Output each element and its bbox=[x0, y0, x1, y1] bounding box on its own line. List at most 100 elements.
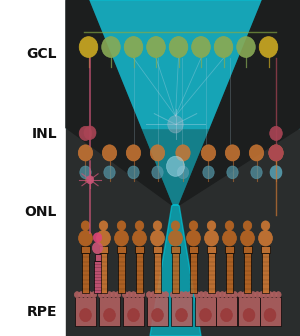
Circle shape bbox=[122, 292, 128, 298]
Circle shape bbox=[192, 37, 210, 57]
Circle shape bbox=[117, 221, 126, 230]
Circle shape bbox=[83, 292, 88, 298]
Circle shape bbox=[214, 37, 233, 57]
Circle shape bbox=[270, 166, 282, 179]
Circle shape bbox=[187, 292, 193, 298]
Circle shape bbox=[220, 292, 225, 298]
Circle shape bbox=[192, 37, 210, 57]
Circle shape bbox=[128, 166, 139, 179]
Circle shape bbox=[207, 292, 212, 298]
Circle shape bbox=[249, 145, 264, 161]
Circle shape bbox=[128, 308, 140, 322]
Circle shape bbox=[159, 292, 164, 298]
Circle shape bbox=[179, 292, 184, 298]
Circle shape bbox=[259, 37, 278, 57]
Circle shape bbox=[263, 292, 268, 298]
Circle shape bbox=[146, 292, 152, 298]
Circle shape bbox=[81, 221, 90, 230]
Circle shape bbox=[259, 292, 264, 298]
Circle shape bbox=[155, 292, 160, 298]
Circle shape bbox=[97, 230, 110, 246]
Circle shape bbox=[167, 156, 184, 176]
Circle shape bbox=[199, 292, 204, 298]
Circle shape bbox=[151, 230, 164, 246]
Circle shape bbox=[270, 166, 282, 179]
Bar bbox=[94, 261, 101, 293]
Circle shape bbox=[189, 221, 198, 230]
Circle shape bbox=[102, 37, 120, 57]
Bar bbox=[207, 246, 216, 253]
Circle shape bbox=[133, 230, 146, 246]
Circle shape bbox=[152, 166, 163, 179]
Circle shape bbox=[225, 145, 240, 161]
Bar bbox=[190, 253, 197, 293]
Circle shape bbox=[78, 145, 93, 161]
Text: INL: INL bbox=[32, 127, 57, 141]
Text: GCL: GCL bbox=[26, 47, 57, 61]
Circle shape bbox=[175, 292, 180, 298]
Circle shape bbox=[124, 37, 143, 57]
Bar bbox=[244, 253, 251, 293]
Bar bbox=[94, 254, 100, 261]
Bar bbox=[136, 253, 143, 293]
Bar bbox=[262, 253, 269, 293]
Circle shape bbox=[86, 176, 94, 184]
Circle shape bbox=[242, 292, 248, 298]
Circle shape bbox=[243, 221, 252, 230]
Circle shape bbox=[227, 166, 238, 179]
Circle shape bbox=[259, 230, 272, 246]
Bar bbox=[171, 246, 180, 253]
Circle shape bbox=[91, 292, 97, 298]
Circle shape bbox=[269, 145, 283, 161]
Circle shape bbox=[203, 166, 214, 179]
Circle shape bbox=[177, 166, 189, 179]
Polygon shape bbox=[150, 205, 201, 336]
Bar bbox=[66, 0, 300, 128]
Polygon shape bbox=[179, 0, 300, 205]
Circle shape bbox=[224, 292, 229, 298]
Bar bbox=[238, 297, 260, 326]
Circle shape bbox=[150, 145, 165, 161]
Bar bbox=[208, 253, 215, 293]
Bar bbox=[82, 253, 89, 293]
Circle shape bbox=[194, 292, 200, 298]
Circle shape bbox=[171, 221, 180, 230]
Bar bbox=[66, 0, 300, 336]
Circle shape bbox=[228, 292, 233, 298]
Circle shape bbox=[127, 292, 132, 298]
Circle shape bbox=[276, 292, 281, 298]
Circle shape bbox=[232, 292, 238, 298]
Bar bbox=[189, 246, 198, 253]
Circle shape bbox=[93, 233, 102, 242]
Circle shape bbox=[131, 292, 136, 298]
Circle shape bbox=[215, 292, 221, 298]
Circle shape bbox=[251, 166, 262, 179]
Circle shape bbox=[124, 37, 143, 57]
Bar bbox=[117, 246, 126, 253]
Circle shape bbox=[79, 126, 92, 140]
Circle shape bbox=[237, 37, 255, 57]
Circle shape bbox=[243, 308, 255, 322]
Circle shape bbox=[203, 292, 208, 298]
Circle shape bbox=[267, 292, 273, 298]
Circle shape bbox=[147, 37, 165, 57]
Circle shape bbox=[214, 37, 233, 57]
Bar bbox=[100, 253, 107, 293]
Circle shape bbox=[200, 308, 211, 322]
Circle shape bbox=[139, 292, 145, 298]
Polygon shape bbox=[66, 0, 172, 205]
Circle shape bbox=[111, 292, 116, 298]
Circle shape bbox=[176, 145, 190, 161]
Circle shape bbox=[183, 292, 188, 298]
Circle shape bbox=[104, 166, 115, 179]
Circle shape bbox=[223, 230, 236, 246]
Bar bbox=[216, 297, 237, 326]
Circle shape bbox=[99, 221, 108, 230]
Bar bbox=[0, 0, 66, 336]
Circle shape bbox=[80, 166, 91, 179]
Circle shape bbox=[207, 221, 216, 230]
Circle shape bbox=[272, 292, 277, 298]
Circle shape bbox=[168, 116, 183, 133]
Bar bbox=[75, 297, 96, 326]
Circle shape bbox=[170, 292, 176, 298]
